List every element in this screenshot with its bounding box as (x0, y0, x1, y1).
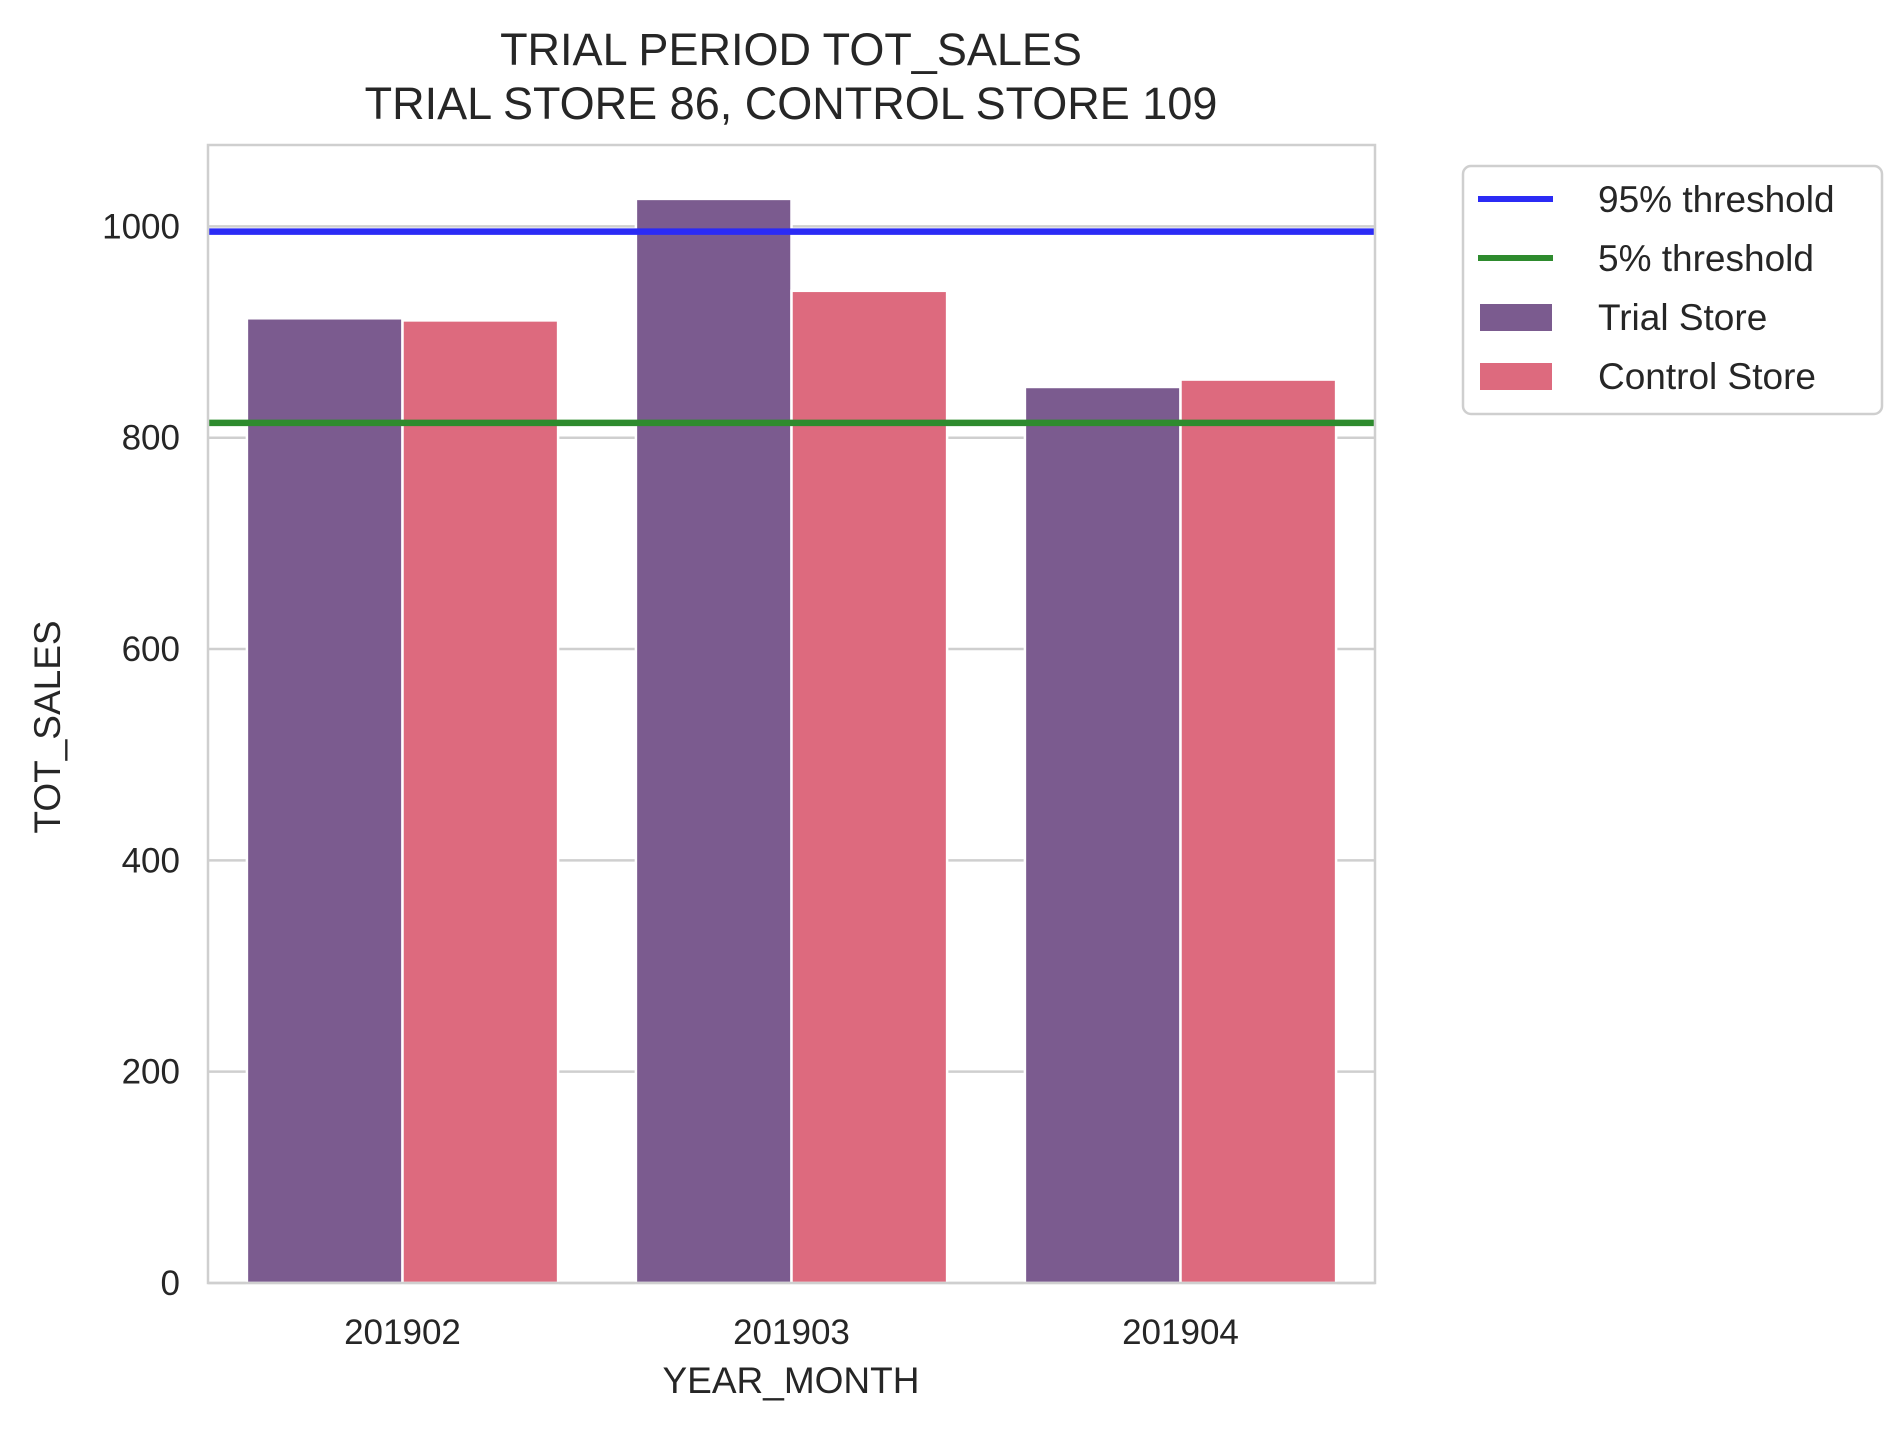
legend: 95% threshold 5% threshold Trial Store Cont… (1461, 164, 1884, 416)
x-tick-label: 201902 (344, 1313, 461, 1352)
bars (245, 197, 1338, 1285)
bar (790, 289, 949, 1285)
x-axis-label: YEAR_MONTH (663, 1360, 920, 1401)
y-tick-label: 1000 (102, 207, 180, 246)
plot-frame (206, 143, 1377, 1285)
y-tick-label: 200 (122, 1053, 180, 1092)
x-tick-labels: 201902 201903 201904 (344, 1313, 1239, 1352)
y-tick-label: 800 (122, 419, 180, 458)
chart-title-line-2: TRIAL STORE 86, CONTROL STORE 109 (365, 78, 1218, 129)
bar (634, 197, 793, 1285)
y-tick-label: 0 (161, 1264, 180, 1303)
bar (245, 317, 404, 1285)
legend-patch-swatch (1480, 304, 1552, 331)
bar (401, 319, 560, 1285)
bar (1179, 378, 1338, 1285)
y-axis-label: TOT_SALES (27, 620, 68, 833)
chart-title-line-1: TRIAL PERIOD TOT_SALES (500, 24, 1082, 75)
legend-box (1461, 164, 1884, 416)
y-tick-labels: 0 200 400 600 800 1000 (102, 207, 180, 1303)
y-tick-label: 400 (122, 841, 180, 880)
legend-label: 95% threshold (1598, 179, 1835, 220)
y-tick-label: 600 (122, 630, 180, 669)
legend-label: 5% threshold (1598, 238, 1814, 279)
threshold-lines (208, 228, 1375, 427)
legend-patch-swatch (1480, 363, 1552, 390)
bar (1023, 385, 1182, 1285)
legend-label: Control Store (1598, 356, 1816, 397)
x-tick-label: 201904 (1122, 1313, 1239, 1352)
legend-label: Trial Store (1598, 297, 1767, 338)
x-tick-label: 201903 (733, 1313, 850, 1352)
